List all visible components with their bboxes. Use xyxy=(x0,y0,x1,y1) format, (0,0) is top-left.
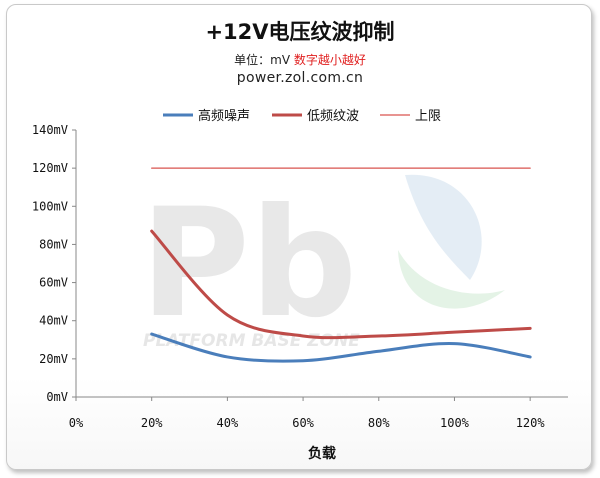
x-tick-label: 0% xyxy=(69,416,84,430)
y-tick-label: 60mV xyxy=(39,276,68,290)
x-axis-label: 负载 xyxy=(308,445,336,462)
series-line-noise xyxy=(150,332,532,363)
series-layer xyxy=(150,167,532,363)
watermark: Pb PLATFORM BASE ZONE xyxy=(140,174,505,351)
x-tick-label: 40% xyxy=(217,416,239,430)
y-tick-label: 100mV xyxy=(32,199,68,213)
note-label: 数字越小越好 xyxy=(293,53,366,67)
x-tick-label: 60% xyxy=(292,416,314,430)
y-tick-label: 120mV xyxy=(32,161,68,175)
axes: 0mV 20mV 40mV 60mV 80mV 100mV 120mV 140mV 0% 20% 4… xyxy=(32,123,568,430)
y-tick-label: 20mV xyxy=(39,352,68,366)
x-tick-label: 100% xyxy=(440,416,470,430)
chart-frame xyxy=(6,4,592,470)
series-line-ripple xyxy=(150,229,532,340)
watermark-logo: Pb xyxy=(140,177,357,351)
unit-label: 单位：mV xyxy=(234,53,291,67)
watermark-wave-shape xyxy=(398,250,505,309)
watermark-leaf-shape xyxy=(405,174,482,280)
source-url: power.zol.com.cn xyxy=(236,70,364,86)
y-tick-label: 40mV xyxy=(39,314,68,328)
legend-label: 上限 xyxy=(415,109,441,124)
legend-label: 低频纹波 xyxy=(307,109,359,124)
x-tick-label: 120% xyxy=(516,416,546,430)
x-tick-label: 20% xyxy=(141,416,163,430)
legend: 高频噪声 低频纹波 上限 xyxy=(163,108,441,124)
chart-subtitle: 单位：mV 数字越小越好 xyxy=(0,51,600,68)
y-tick-label: 80mV xyxy=(39,237,68,251)
legend-label: 高频噪声 xyxy=(198,108,250,124)
chart-title: +12V电压纹波抑制 xyxy=(205,20,395,44)
y-tick-label: 0mV xyxy=(46,390,68,404)
x-tick-label: 80% xyxy=(368,416,390,430)
y-tick-label: 140mV xyxy=(32,123,68,137)
